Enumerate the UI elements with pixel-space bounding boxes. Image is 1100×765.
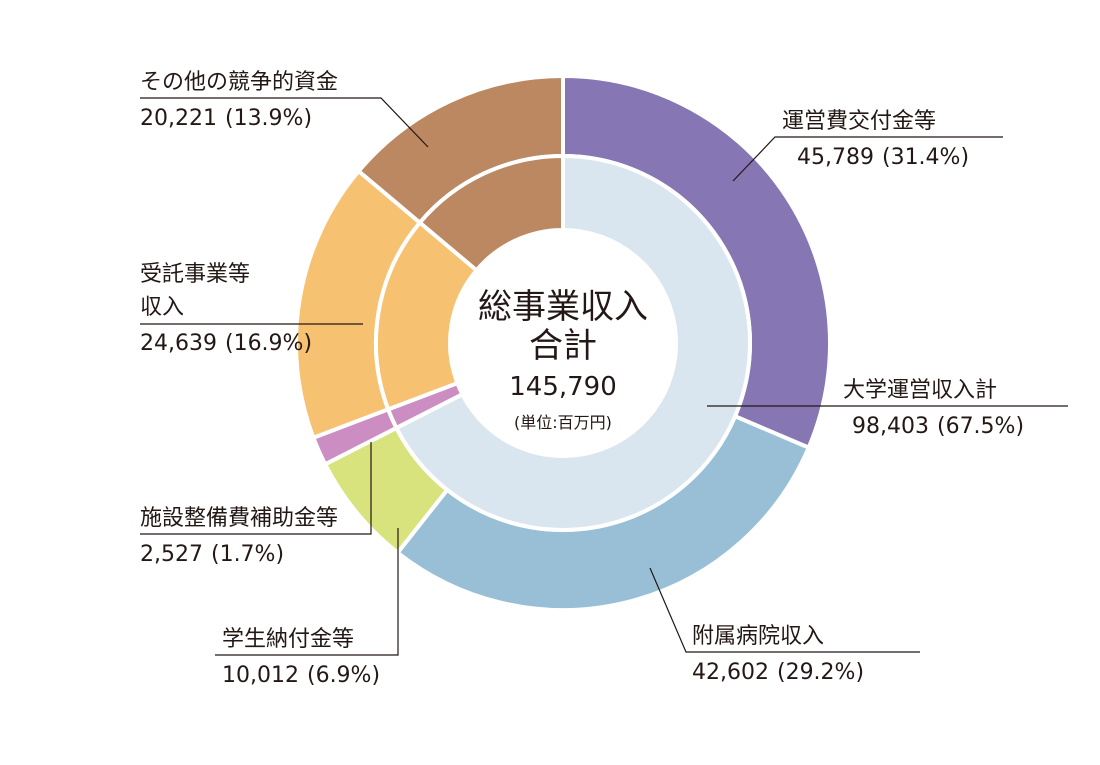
label-daigaku-name: 大学運営収入計 [843,378,997,403]
leader-line-gakusei [215,528,399,656]
label-shisetsu-amount: 2,527 [140,542,203,567]
center-title-line2: 合計 [529,326,597,366]
center-total: 145,790 [509,372,617,402]
leader-line-byoin [649,567,920,653]
label-gakusei-amount: 10,012 [222,663,299,688]
label-shisetsu-percent: (1.7%) [211,542,284,567]
label-byoin-percent: (29.2%) [777,660,864,685]
label-gakusei-value: 10,012 (6.9%) [222,663,380,688]
label-byoin-name: 附属病院収入 [692,624,824,649]
center-unit: (単位:百万円) [514,413,612,432]
label-jutaku-name2: 収入 [140,295,184,320]
label-byoin-amount: 42,602 [692,660,769,685]
label-gakusei-percent: (6.9%) [307,663,380,688]
leader-line-shisetsu [140,442,372,535]
label-gakusei-name: 学生納付金等 [222,627,354,652]
leader-lines [140,97,1068,656]
center-title-line1: 総事業収入 [478,287,648,327]
label-daigaku-value: 98,403 (67.5%) [852,414,1024,439]
label-unei-name: 運営費交付金等 [782,109,936,134]
center-hole [450,230,676,456]
label-sonota-amount: 20,221 [140,106,217,131]
label-unei-value: 45,789 (31.4%) [797,145,969,170]
label-daigaku-percent: (67.5%) [937,414,1024,439]
label-unei-percent: (31.4%) [882,145,969,170]
label-unei-amount: 45,789 [797,145,874,170]
leader-line-sonota [140,97,429,148]
label-shisetsu-value: 2,527 (1.7%) [140,542,284,567]
leader-line-unei [732,136,1003,182]
label-daigaku-amount: 98,403 [852,414,929,439]
label-sonota-percent: (13.9%) [225,106,312,131]
label-jutaku-percent: (16.9%) [225,331,312,356]
label-byoin-value: 42,602 (29.2%) [692,660,864,685]
label-jutaku-value: 24,639 (16.9%) [140,331,312,356]
label-jutaku-name: 受託事業等 [140,262,250,287]
label-shisetsu-name: 施設整備費補助金等 [140,506,338,531]
label-jutaku-amount: 24,639 [140,331,217,356]
label-sonota-name: その他の競争的資金 [140,70,338,95]
label-sonota-value: 20,221 (13.9%) [140,106,312,131]
